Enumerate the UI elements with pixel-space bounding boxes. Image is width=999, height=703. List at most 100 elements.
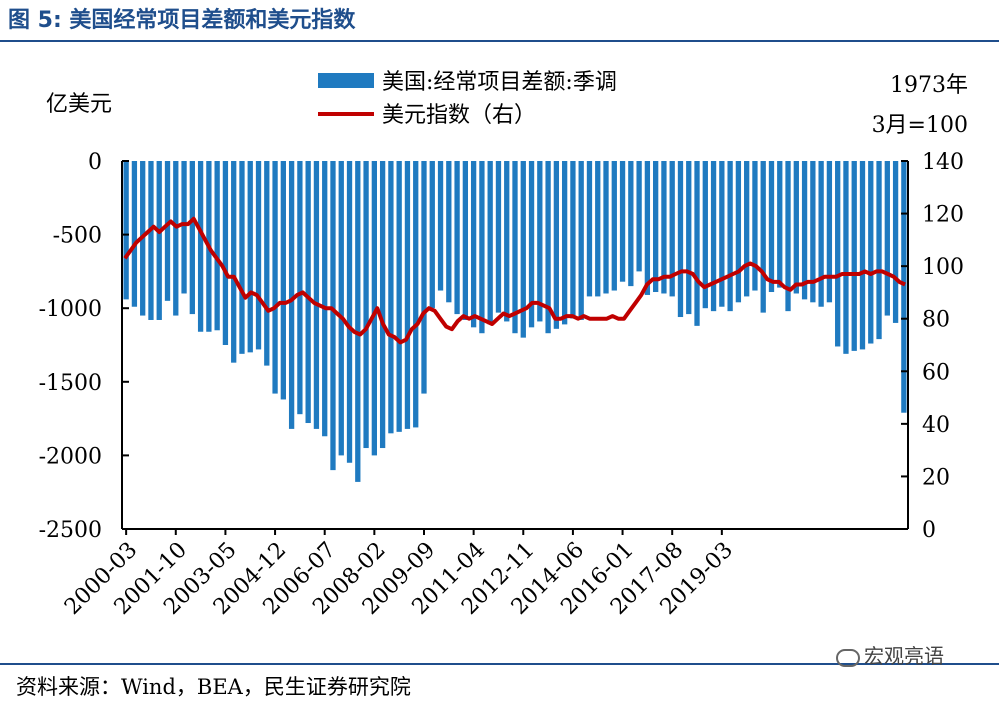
bar <box>818 161 824 307</box>
bar <box>793 161 799 294</box>
bar <box>355 161 361 482</box>
wechat-icon <box>836 648 860 667</box>
right-tick-label: 20 <box>922 465 950 490</box>
bar <box>752 161 758 291</box>
bar <box>222 161 229 345</box>
bar <box>388 161 394 434</box>
bar <box>727 161 733 312</box>
bar <box>595 161 601 297</box>
legend-bar-label: 美国:经常项目差额:季调 <box>382 70 617 95</box>
bar <box>892 161 899 323</box>
bar <box>694 161 700 326</box>
bar <box>330 161 336 471</box>
bar <box>396 161 402 432</box>
bar <box>421 161 427 394</box>
bar <box>553 161 560 329</box>
bar <box>512 161 518 334</box>
bar <box>437 161 444 291</box>
bar <box>537 161 543 322</box>
bar <box>801 161 808 300</box>
bar-series <box>123 161 907 482</box>
bar <box>470 161 477 328</box>
bar <box>297 161 303 415</box>
bar <box>851 161 857 351</box>
bar <box>231 161 237 363</box>
left-tick-label: -500 <box>53 224 102 249</box>
bar <box>247 161 253 353</box>
right-tick-label: 80 <box>922 308 950 333</box>
bar <box>338 161 344 456</box>
source-note: 资料来源：Wind，BEA，民生证券研究院 <box>16 675 411 699</box>
bar <box>322 161 328 437</box>
bar <box>346 161 353 463</box>
right-axis-unit-line2: 3月=100 <box>872 113 968 138</box>
footer-rule <box>0 663 999 665</box>
bar <box>810 161 816 303</box>
bar <box>446 161 452 303</box>
bar <box>768 161 775 293</box>
bar <box>164 161 171 301</box>
bar <box>255 161 262 350</box>
bar <box>520 161 526 338</box>
left-tick-label: -2500 <box>39 518 102 543</box>
bar <box>876 161 882 340</box>
right-tick-label: 40 <box>922 413 950 438</box>
bar <box>619 161 626 282</box>
bar <box>785 161 791 312</box>
legend-line-label: 美元指数（右） <box>382 103 536 128</box>
bar <box>578 161 584 320</box>
bar <box>545 161 551 334</box>
left-tick-label: -1000 <box>39 297 102 322</box>
bar <box>288 161 295 429</box>
bar <box>148 161 154 320</box>
line-series-usd-index <box>123 216 906 345</box>
bar <box>305 161 311 424</box>
bar <box>181 161 187 294</box>
bar <box>454 161 460 315</box>
bar <box>661 161 667 294</box>
bar <box>264 161 270 366</box>
bar <box>379 161 386 449</box>
bar <box>528 161 535 328</box>
bar <box>363 161 369 449</box>
bar <box>603 161 609 294</box>
bar <box>173 161 179 316</box>
bar <box>611 161 617 291</box>
bar <box>735 161 742 303</box>
bar <box>586 161 593 297</box>
bar <box>504 161 510 322</box>
legend-bar-swatch <box>318 73 374 88</box>
bar <box>495 161 502 313</box>
bar <box>760 161 766 313</box>
title-underline <box>0 40 999 42</box>
bar <box>197 161 204 332</box>
figure-title: 图 5: 美国经常项目差额和美元指数 <box>8 8 356 33</box>
bar <box>239 161 245 354</box>
bar <box>826 161 833 303</box>
right-tick-label: 60 <box>922 360 950 385</box>
bar <box>313 161 320 429</box>
bar <box>272 161 278 394</box>
bar <box>744 161 750 297</box>
bar <box>777 161 783 288</box>
chart: 0 -500 -1000 -1500 -2000 -2500 140 120 100 80 60 40… <box>39 70 968 620</box>
bar <box>131 161 138 307</box>
bar <box>884 161 890 316</box>
left-tick-label: -2000 <box>39 444 102 469</box>
right-tick-label: 100 <box>922 255 964 280</box>
bar <box>868 161 874 344</box>
bar <box>901 161 907 413</box>
bar <box>189 161 195 315</box>
bar <box>644 161 651 295</box>
bar <box>628 161 634 287</box>
bar <box>843 161 849 354</box>
bar <box>487 161 493 325</box>
bar <box>835 161 841 347</box>
right-tick-label: 0 <box>922 518 936 543</box>
bar <box>719 161 725 307</box>
bar <box>280 161 286 400</box>
bar <box>156 161 162 320</box>
legend: 美国:经常项目差额:季调 美元指数（右） <box>318 70 617 128</box>
bar <box>859 161 866 350</box>
watermark-text: 宏观亮语 <box>864 644 944 668</box>
